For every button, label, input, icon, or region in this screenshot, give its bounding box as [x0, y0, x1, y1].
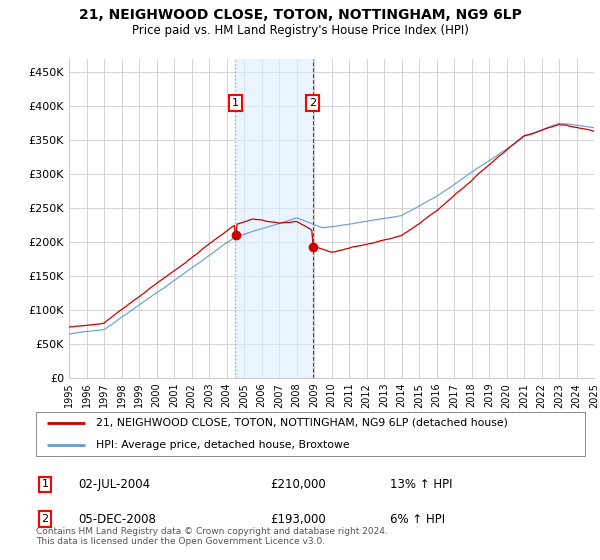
Text: 21, NEIGHWOOD CLOSE, TOTON, NOTTINGHAM, NG9 6LP (detached house): 21, NEIGHWOOD CLOSE, TOTON, NOTTINGHAM, …: [97, 418, 508, 428]
Text: 02-JUL-2004: 02-JUL-2004: [78, 478, 150, 491]
Text: 2: 2: [309, 98, 316, 108]
Text: 2: 2: [41, 514, 49, 524]
Text: Price paid vs. HM Land Registry's House Price Index (HPI): Price paid vs. HM Land Registry's House …: [131, 24, 469, 36]
Text: 05-DEC-2008: 05-DEC-2008: [78, 512, 156, 526]
Text: 21, NEIGHWOOD CLOSE, TOTON, NOTTINGHAM, NG9 6LP: 21, NEIGHWOOD CLOSE, TOTON, NOTTINGHAM, …: [79, 8, 521, 22]
Text: 1: 1: [232, 98, 239, 108]
Text: £193,000: £193,000: [270, 512, 326, 526]
Text: Contains HM Land Registry data © Crown copyright and database right 2024.
This d: Contains HM Land Registry data © Crown c…: [36, 526, 388, 546]
Text: HPI: Average price, detached house, Broxtowe: HPI: Average price, detached house, Brox…: [97, 440, 350, 450]
Bar: [235, 59, 313, 378]
Text: 1: 1: [41, 479, 49, 489]
Text: 6% ↑ HPI: 6% ↑ HPI: [390, 512, 445, 526]
Text: 13% ↑ HPI: 13% ↑ HPI: [390, 478, 452, 491]
Text: £210,000: £210,000: [270, 478, 326, 491]
